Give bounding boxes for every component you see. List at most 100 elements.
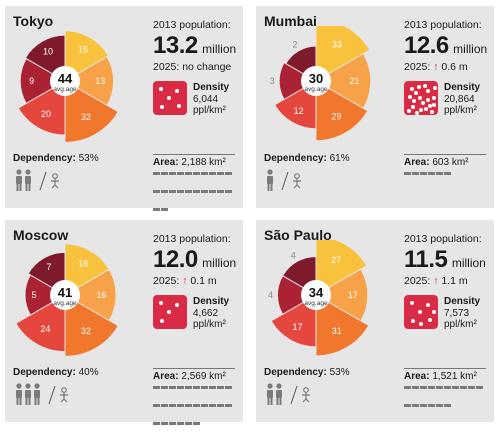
- area-unit-bar: [404, 386, 411, 389]
- center-circle: [301, 66, 331, 96]
- density-dot: [419, 108, 423, 112]
- avg-age-label: avg.age: [53, 300, 77, 307]
- area-unit-bar: [444, 386, 451, 389]
- area: Area: 1,521 km²: [404, 371, 477, 382]
- change-value: no change: [182, 61, 232, 73]
- area-unit-bar: [161, 386, 168, 389]
- area-unit-bar: [153, 404, 160, 407]
- density-dot: [408, 95, 412, 99]
- age-segment-label: 2: [293, 40, 298, 50]
- density-dot: [414, 91, 418, 95]
- area-unit-bar: [169, 422, 176, 425]
- density-dot: [159, 301, 163, 305]
- area-bars: [404, 172, 490, 190]
- population-label: 2013 population:: [404, 19, 482, 31]
- area-unit-bar: [161, 190, 168, 193]
- area-unit-bar: [185, 422, 192, 425]
- age-segment-label: 12: [294, 106, 304, 116]
- area-unit-bar: [169, 386, 176, 389]
- adult-person-icon: [25, 383, 31, 405]
- area-unit-bar: [209, 172, 216, 175]
- avg-age-value: 44: [58, 71, 73, 86]
- density-value: 7,573 ppl/km²: [444, 308, 477, 330]
- dependency-people-icon: [267, 169, 301, 191]
- adult-person-icon: [267, 169, 273, 191]
- area-unit-bar: [177, 172, 184, 175]
- density-dot: [410, 301, 414, 305]
- center-circle: [50, 280, 80, 310]
- change-label: 2025:: [404, 275, 431, 287]
- density-icon: [153, 81, 187, 115]
- population-unit: million: [453, 42, 488, 56]
- population-2025: 2025: ↑ 1.1 m: [404, 275, 468, 287]
- density-icon: [404, 81, 438, 115]
- area: Area: 2,569 km²: [153, 371, 226, 382]
- density-dot: [432, 96, 436, 100]
- divider: [404, 154, 486, 155]
- change-value: 0.1 m: [190, 275, 217, 287]
- population-2025: 2025: no change: [153, 61, 231, 73]
- density-dot: [410, 87, 414, 91]
- area-unit-bar: [217, 172, 224, 175]
- avg-age-label: avg.age: [53, 86, 77, 93]
- avg-age-value: 30: [309, 71, 323, 86]
- area-unit-bar: [185, 172, 192, 175]
- age-segment-label: 27: [331, 255, 341, 265]
- area: Area: 603 km²: [404, 157, 468, 168]
- adult-person-icon: [16, 169, 22, 191]
- age-segment-label: 4: [268, 290, 273, 300]
- area-unit-bar: [201, 404, 208, 407]
- density-dot: [160, 319, 164, 323]
- area-unit-bar: [161, 404, 168, 407]
- density-icon: [404, 295, 438, 329]
- density-dot: [417, 85, 421, 89]
- density-title: Density: [444, 296, 481, 307]
- adult-person-icon: [25, 169, 31, 191]
- slash-divider: [290, 385, 298, 405]
- dependency: Dependency: 53%: [264, 367, 350, 378]
- density-dot: [407, 109, 411, 113]
- dependency-value: 61%: [329, 153, 350, 164]
- density-dot: [426, 98, 430, 102]
- density-number: 4,662: [193, 308, 219, 319]
- area-unit-bar: [193, 422, 200, 425]
- density-value: 6,044 ppl/km²: [193, 94, 226, 116]
- population-2025: 2025: ↑ 0.1 m: [153, 275, 217, 287]
- avg-age-value: 41: [58, 285, 72, 300]
- area-unit-bar: [161, 208, 168, 211]
- area-unit-bar: [404, 404, 411, 407]
- age-segment-label: 21: [349, 76, 359, 86]
- area-unit-bar: [217, 386, 224, 389]
- density-dot: [175, 303, 179, 307]
- age-segment-label: 17: [293, 322, 303, 332]
- density-unit: ppl/km²: [444, 105, 477, 116]
- density-number: 6,044: [193, 94, 219, 105]
- area-unit-bar: [225, 404, 232, 407]
- avg-age-value: 34: [309, 285, 324, 300]
- density-dot: [159, 87, 163, 91]
- area-unit-bar: [428, 404, 435, 407]
- area-label: Area:: [404, 157, 430, 168]
- area-unit-bar: [436, 386, 443, 389]
- age-segment-label: 16: [97, 290, 107, 300]
- population-number: 13.2: [153, 32, 198, 59]
- density-dot: [421, 101, 425, 105]
- age-segment-label: 9: [29, 76, 34, 86]
- age-segment-label: 4: [291, 251, 296, 261]
- density-dot: [167, 96, 171, 100]
- area-unit-bar: [193, 404, 200, 407]
- density-unit: ppl/km²: [193, 105, 226, 116]
- area-unit-bar: [201, 190, 208, 193]
- density-dot: [432, 103, 436, 107]
- area-unit-bar: [161, 422, 168, 425]
- city-name: Moscow: [13, 227, 69, 243]
- area-unit-bar: [153, 172, 160, 175]
- density-number: 20,864: [444, 94, 475, 105]
- area-unit-bar: [412, 404, 419, 407]
- city-name: São Paulo: [264, 227, 332, 243]
- city-name: Mumbai: [264, 13, 317, 29]
- child-icon: [302, 387, 310, 403]
- dependency-label: Dependency:: [13, 367, 76, 378]
